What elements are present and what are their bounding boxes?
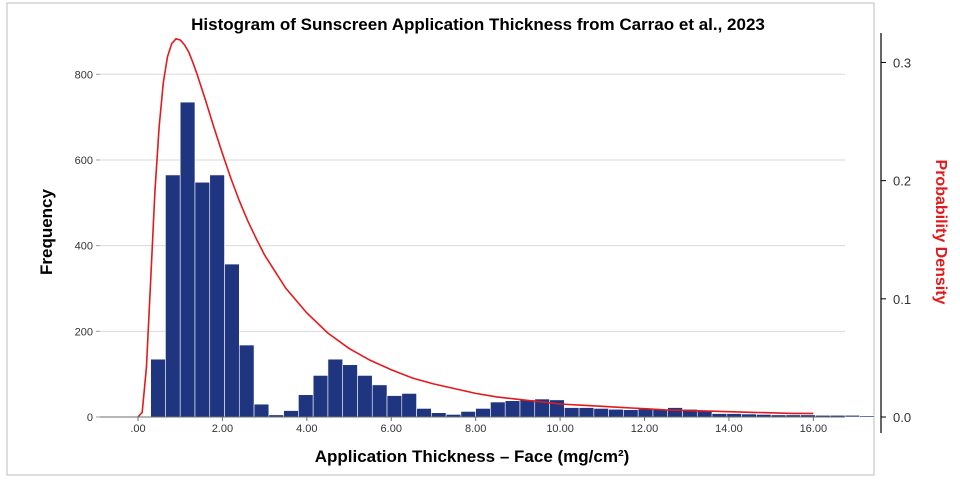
chart-title: Histogram of Sunscreen Application Thick… (191, 15, 765, 34)
y-axis-label: Frequency (37, 188, 56, 275)
histogram-bar (431, 412, 447, 418)
x-tick-label: 14.00 (715, 423, 743, 435)
histogram-bar (844, 414, 861, 418)
histogram-bar (460, 411, 476, 418)
y-tick-label: 600 (75, 155, 93, 167)
histogram-bar (150, 358, 166, 418)
histogram-bar (327, 358, 344, 418)
histogram-bar (623, 409, 639, 418)
histogram-bar (194, 181, 211, 418)
density-curve-layer (137, 37, 814, 418)
histogram-bar (179, 101, 196, 418)
y-tick-label: 400 (75, 241, 93, 253)
histogram-bar (238, 344, 255, 418)
secondary-y-tick-label: 0.3 (893, 55, 911, 70)
histogram-bar (416, 408, 432, 418)
histogram-bar (859, 415, 875, 418)
histogram-bar (357, 375, 373, 418)
secondary-y-tick-label: 0.1 (893, 292, 911, 307)
secondary-y-tick-label: 0.2 (893, 174, 911, 189)
x-tick-label: 10.00 (546, 423, 574, 435)
x-axis-label: Application Thickness – Face (mg/cm²) (315, 447, 630, 466)
histogram-bar (504, 400, 521, 418)
histogram-bar (401, 393, 417, 418)
histogram-bar (726, 413, 742, 418)
histogram-bar (490, 401, 506, 418)
density-curve (137, 37, 814, 418)
histogram-bar (711, 413, 728, 418)
histogram-bar (564, 407, 580, 418)
axes: .00 2.00 4.00 6.00 8.00 10.00 12.00 14.00 16.00 0… (75, 33, 911, 435)
histogram-bar (312, 375, 329, 418)
x-tick-label: 4.00 (296, 423, 317, 435)
histogram-bar (342, 364, 358, 418)
histogram-bar (253, 403, 270, 418)
histogram-bar (652, 409, 669, 418)
x-tick-label: .00 (130, 423, 145, 435)
histogram-bar (283, 410, 299, 418)
histogram-bar (667, 407, 683, 418)
histogram-bar (578, 407, 595, 418)
histogram-bar (224, 263, 240, 418)
x-tick-label: 2.00 (212, 423, 233, 435)
y-tick-label: 200 (75, 326, 93, 338)
histogram-bar (371, 384, 388, 418)
histogram-bar (298, 394, 314, 418)
y-tick-label: 800 (75, 69, 93, 81)
secondary-y-axis-label: Probability Density (932, 160, 949, 305)
histogram-bar (637, 408, 654, 418)
y-tick-label: 0 (87, 412, 93, 424)
histogram-bar (593, 408, 609, 418)
histogram-bars (150, 101, 875, 418)
histogram-bar (386, 395, 403, 418)
x-tick-label: 12.00 (631, 423, 659, 435)
histogram-bar (519, 399, 536, 418)
histogram-bar (165, 174, 181, 418)
histogram-bar (475, 408, 491, 418)
histogram-bar (209, 174, 225, 418)
x-tick-label: 16.00 (800, 423, 828, 435)
x-tick-label: 6.00 (381, 423, 402, 435)
secondary-y-tick-label: 0.0 (893, 410, 911, 425)
histogram-bar (608, 408, 624, 418)
x-tick-label: 8.00 (465, 423, 486, 435)
